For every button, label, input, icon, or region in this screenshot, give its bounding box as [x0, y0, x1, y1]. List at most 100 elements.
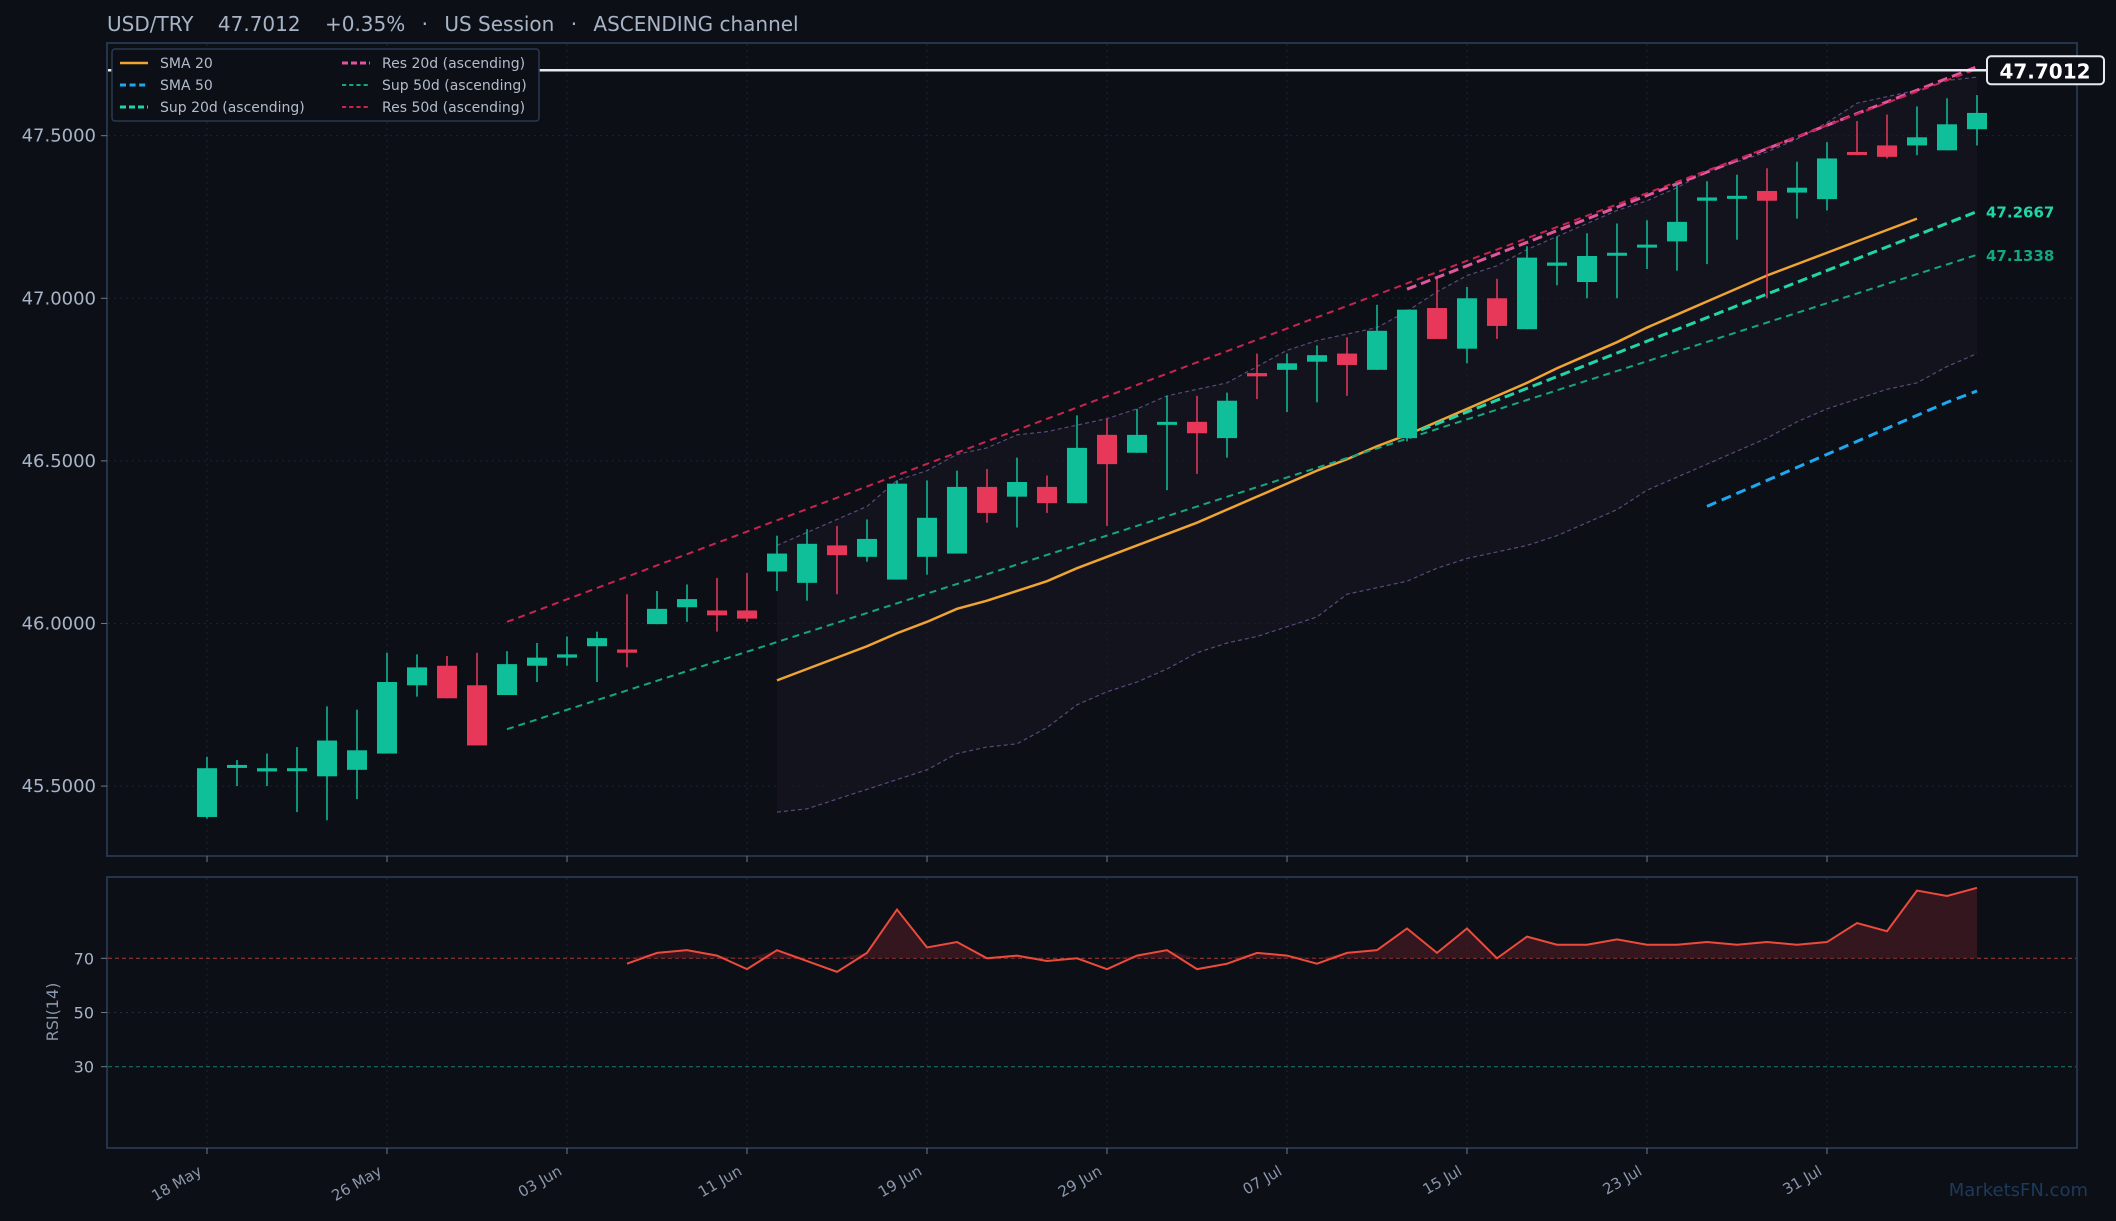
series-line-0 — [776, 217, 1918, 682]
candle-body-down — [1847, 151, 1867, 155]
candle-body-up — [407, 667, 427, 686]
legend-label: Sup 50d (ascending) — [382, 78, 527, 94]
candle-body-down — [1187, 421, 1207, 434]
header-sep-2: · — [571, 12, 577, 36]
legend-label: Res 20d (ascending) — [382, 56, 525, 72]
chart-header: USD/TRY 47.7012 +0.35% · US Session · AS… — [107, 12, 799, 36]
candle-body-up — [497, 664, 517, 696]
candle-body-down — [707, 610, 727, 616]
candle-body-up — [887, 483, 907, 580]
candle-body-up — [1307, 355, 1327, 362]
candle-body-down — [1427, 308, 1447, 339]
candle-body-down — [1337, 353, 1357, 365]
candle-body-up — [1667, 221, 1687, 242]
candle-body-down — [1037, 486, 1057, 504]
legend-box — [111, 48, 540, 122]
candle-body-down — [617, 649, 637, 653]
price-tick-label: 46.0000 — [22, 613, 96, 634]
candle-body-up — [1697, 197, 1717, 201]
rsi-line — [626, 886, 1978, 973]
header-symbol: USD/TRY — [107, 12, 194, 36]
candle-body-up — [1607, 252, 1627, 256]
candle-body-up — [917, 517, 937, 557]
candle-body-up — [1067, 447, 1087, 504]
candle-body-down — [1097, 434, 1117, 465]
candle-body-up — [1937, 124, 1957, 151]
candle-body-up — [1637, 244, 1657, 248]
level-label-3: 47.1338 — [1986, 247, 2054, 265]
candle-body-down — [1247, 373, 1267, 377]
candle-body-down — [1877, 145, 1897, 157]
candle-body-up — [1397, 309, 1417, 439]
candle-body-up — [347, 750, 367, 770]
candle-body-up — [257, 768, 277, 772]
header-channel: ASCENDING channel — [593, 12, 798, 36]
candle-body-down — [1757, 190, 1777, 201]
series-line-4 — [1406, 65, 1978, 291]
series-line-5 — [506, 68, 1978, 623]
legend-label: SMA 20 — [160, 56, 213, 72]
candle-body-up — [1007, 482, 1027, 497]
candle-body-down — [977, 486, 997, 513]
header-session: US Session — [444, 12, 554, 36]
candle-body-down — [1487, 298, 1507, 326]
current-price-label: 47.7012 — [1999, 59, 2090, 83]
candle-body-down — [467, 685, 487, 746]
price-tick-label: 46.5000 — [22, 451, 96, 472]
candle-body-up — [1547, 262, 1567, 266]
candle-body-up — [1907, 137, 1927, 146]
candle-body-up — [317, 740, 337, 777]
legend-label: Res 50d (ascending) — [382, 100, 525, 116]
candle-body-up — [1217, 400, 1237, 439]
candle-body-up — [767, 553, 787, 572]
series-line-1 — [1706, 389, 1978, 508]
candle-body-up — [1577, 256, 1597, 283]
rsi-tick-label: 30 — [74, 1058, 94, 1077]
series-line-2 — [1406, 210, 1978, 437]
candle-body-up — [1817, 158, 1837, 200]
level-label-2: 47.2667 — [1986, 204, 2054, 222]
candle-body-down — [827, 545, 847, 556]
price-y-ticks: 45.5000 46.0000 46.5000 47.0000 47.5000 — [22, 126, 107, 797]
candles — [197, 95, 1987, 821]
candle-body-up — [557, 654, 577, 658]
legend-label: Sup 20d (ascending) — [160, 100, 305, 116]
rsi-tick-label: 70 — [74, 949, 94, 968]
candle-body-up — [287, 768, 307, 772]
rsi-y-ticks: 30 50 70 — [74, 949, 107, 1077]
candle-body-up — [797, 543, 817, 583]
candle-body-up — [587, 638, 607, 647]
candle-body-up — [1967, 112, 1987, 130]
candle-body-up — [1277, 363, 1297, 370]
candle-body-up — [377, 682, 397, 754]
candle-body-up — [1127, 434, 1147, 453]
legend: SMA 20 SMA 50 Sup 20d (ascending) Res 20d (… — [111, 48, 540, 122]
candle-body-up — [1787, 187, 1807, 193]
candle-body-up — [1367, 330, 1387, 370]
candle-body-up — [677, 599, 697, 608]
candle-body-down — [737, 610, 757, 619]
candle-body-up — [1457, 298, 1477, 349]
candle-body-up — [527, 657, 547, 666]
candle-body-up — [227, 764, 247, 768]
header-sep-1: · — [422, 12, 428, 36]
price-tick-label: 47.0000 — [22, 288, 96, 309]
series-line-3 — [506, 253, 1978, 731]
level-labels: 47.2667 47.1338 — [1986, 204, 2054, 265]
price-tick-label: 47.5000 — [22, 126, 96, 147]
candle-body-up — [197, 768, 217, 817]
candle-body-up — [1727, 195, 1747, 199]
header-change: +0.35% — [325, 12, 405, 36]
rsi-overbought-fill — [627, 887, 1977, 959]
candle-body-up — [857, 538, 877, 557]
rsi-overbought-area — [627, 887, 1977, 959]
rsi-tick-label: 50 — [74, 1004, 94, 1023]
watermark: MarketsFN.com — [1949, 1180, 2088, 1201]
indicator-lines — [506, 65, 1978, 731]
rsi-path — [626, 886, 1978, 973]
legend-label: SMA 50 — [160, 78, 213, 94]
band-lower — [776, 353, 1978, 813]
candle-body-up — [1157, 421, 1177, 425]
